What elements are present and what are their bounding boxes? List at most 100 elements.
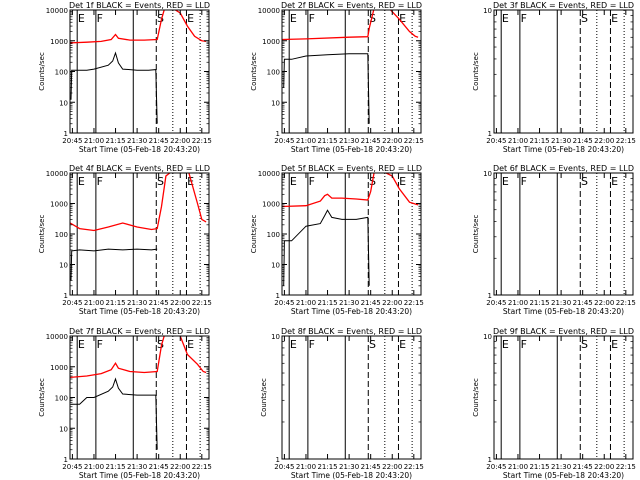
x-tick-label: 21:15 <box>317 463 337 471</box>
marker-letter-e2: E <box>187 12 194 25</box>
y-tick-label: 10 <box>271 99 280 107</box>
x-axis-label: Start Time (05-Feb-18 20:43:20) <box>291 471 412 480</box>
y-tick-label: 1 <box>488 130 492 138</box>
x-axis-label: Start Time (05-Feb-18 20:43:20) <box>503 145 624 154</box>
x-tick-label: 21:30 <box>339 463 359 471</box>
x-tick-label: 21:45 <box>149 463 169 471</box>
y-axis-label: Counts/sec <box>250 52 258 91</box>
plot-frame <box>281 9 422 134</box>
marker-letter-e: E <box>502 175 509 188</box>
x-tick-label: 20:45 <box>274 137 294 145</box>
y-axis-label: Counts/sec <box>38 378 46 417</box>
x-tick-label: 22:15 <box>192 137 212 145</box>
x-tick-label: 21:30 <box>551 463 571 471</box>
y-tick-label: 1 <box>276 456 280 464</box>
x-tick-label: 21:45 <box>361 137 381 145</box>
x-tick-label: 22:15 <box>616 137 636 145</box>
plot-frame <box>493 335 634 460</box>
marker-letter-s: S <box>581 12 588 25</box>
x-tick-label: 22:00 <box>382 463 402 471</box>
x-tick-label: 21:30 <box>551 299 571 307</box>
y-tick-label: 10 <box>59 99 68 107</box>
panel-title: Det 9f BLACK = Events, RED = LLD <box>493 327 634 336</box>
x-tick-label: 21:45 <box>573 463 593 471</box>
series-line-events <box>283 53 370 124</box>
series-line-lld <box>70 336 207 379</box>
x-tick-label: 22:00 <box>170 137 190 145</box>
x-tick-label: 22:00 <box>594 137 614 145</box>
y-tick-label: 100 <box>55 231 68 239</box>
x-tick-label: 22:00 <box>382 299 402 307</box>
plot-frame <box>281 172 422 296</box>
x-tick-label: 20:45 <box>486 137 506 145</box>
marker-letter-e2: E <box>187 338 194 351</box>
y-tick-label: 1000 <box>50 38 68 46</box>
x-tick-label: 22:15 <box>616 463 636 471</box>
x-tick-label: 20:45 <box>486 299 506 307</box>
x-tick-label: 21:30 <box>127 463 147 471</box>
marker-letter-f: F <box>97 12 103 25</box>
x-tick-label: 22:00 <box>382 137 402 145</box>
y-tick-label: 100 <box>267 231 280 239</box>
x-axis-label: Start Time (05-Feb-18 20:43:20) <box>79 471 200 480</box>
y-axis-label: Counts/sec <box>250 215 258 254</box>
x-axis-label: Start Time (05-Feb-18 20:43:20) <box>503 307 624 316</box>
x-tick-label: 21:30 <box>551 137 571 145</box>
marker-letter-f: F <box>521 175 527 188</box>
x-tick-label: 20:45 <box>62 299 82 307</box>
x-tick-label: 21:45 <box>573 299 593 307</box>
marker-letter-f: F <box>97 338 103 351</box>
marker-letter-e: E <box>78 12 85 25</box>
x-tick-label: 21:00 <box>296 463 316 471</box>
y-tick-label: 1 <box>64 292 68 300</box>
panel-title: Det 2f BLACK = Events, RED = LLD <box>281 1 422 10</box>
panel-title: Det 3f BLACK = Events, RED = LLD <box>493 1 634 10</box>
y-axis-label: Counts/sec <box>38 52 46 91</box>
marker-letter-f: F <box>309 338 315 351</box>
y-tick-label: 10000 <box>46 7 68 15</box>
x-tick-label: 20:45 <box>62 463 82 471</box>
marker-letter-s: S <box>581 175 588 188</box>
y-tick-label: 1000 <box>262 38 280 46</box>
x-tick-label: 22:15 <box>404 299 424 307</box>
x-tick-label: 21:00 <box>508 137 528 145</box>
x-tick-label: 21:00 <box>84 299 104 307</box>
marker-letter-f: F <box>521 12 527 25</box>
marker-letter-e2: E <box>399 338 406 351</box>
y-tick-label: 1 <box>276 130 280 138</box>
series-line-events <box>71 377 158 450</box>
marker-letter-f: F <box>309 12 315 25</box>
y-tick-label: 10 <box>59 425 68 433</box>
series-line-events <box>70 51 158 124</box>
marker-letter-f: F <box>309 175 315 188</box>
y-tick-label: 1 <box>488 456 492 464</box>
marker-letter-e: E <box>502 338 509 351</box>
x-tick-label: 22:15 <box>616 299 636 307</box>
panel-title: Det 7f BLACK = Events, RED = LLD <box>69 327 210 336</box>
x-tick-label: 21:00 <box>296 137 316 145</box>
x-tick-label: 22:00 <box>170 463 190 471</box>
x-tick-label: 22:00 <box>594 463 614 471</box>
plot-frame <box>493 172 634 296</box>
x-tick-label: 21:30 <box>339 299 359 307</box>
x-tick-label: 21:15 <box>317 137 337 145</box>
x-tick-label: 21:30 <box>339 137 359 145</box>
x-tick-label: 21:15 <box>529 299 549 307</box>
x-tick-label: 21:15 <box>105 299 125 307</box>
x-tick-label: 20:45 <box>274 299 294 307</box>
marker-letter-e: E <box>78 338 85 351</box>
x-tick-label: 21:45 <box>149 299 169 307</box>
marker-letter-s: S <box>581 338 588 351</box>
